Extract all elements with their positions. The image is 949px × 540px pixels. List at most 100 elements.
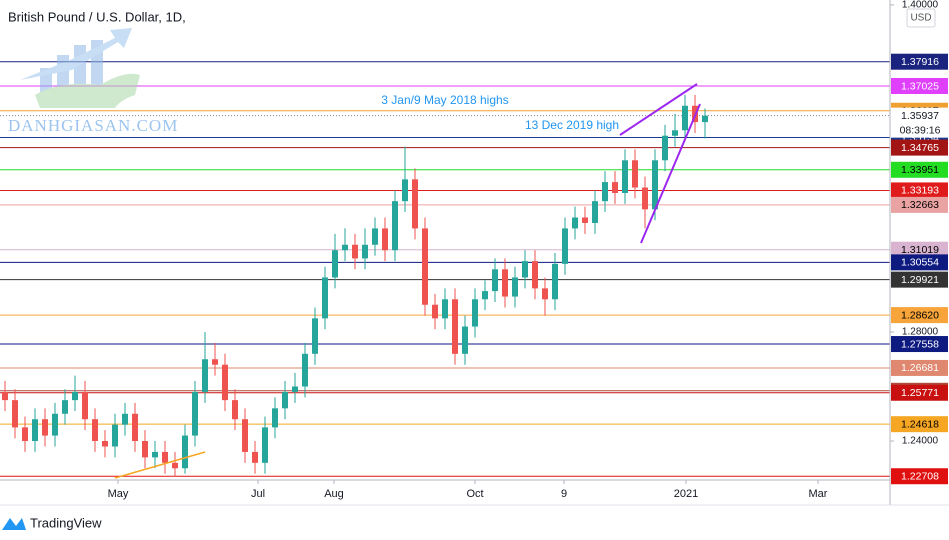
candle-body bbox=[632, 160, 638, 188]
candle-body bbox=[162, 451, 168, 463]
price-label-bg bbox=[891, 336, 948, 353]
price-label-bg bbox=[891, 196, 948, 213]
candle-body bbox=[12, 400, 18, 428]
candle-body bbox=[172, 462, 178, 469]
candle-body bbox=[322, 277, 328, 319]
price-label: 1.37025 bbox=[901, 80, 939, 92]
price-label: 1.29921 bbox=[901, 274, 939, 286]
current-price-bg bbox=[891, 107, 948, 138]
price-label: 1.32663 bbox=[901, 199, 939, 211]
candle-body bbox=[602, 182, 608, 202]
currency-label: USD bbox=[910, 13, 931, 24]
candle-body bbox=[112, 424, 118, 447]
price-label-bg bbox=[891, 182, 948, 199]
candle-body bbox=[242, 419, 248, 452]
candle-body bbox=[432, 304, 438, 319]
candle-body bbox=[612, 182, 618, 193]
candle-body bbox=[672, 130, 678, 136]
price-label-bg bbox=[891, 359, 948, 376]
candle-body bbox=[182, 435, 188, 469]
price-label: 1.22708 bbox=[901, 471, 939, 483]
candle-body bbox=[542, 288, 548, 300]
price-label-bg bbox=[891, 307, 948, 324]
price-label: 1.33193 bbox=[901, 185, 939, 197]
candle-body bbox=[442, 299, 448, 319]
candle-body bbox=[312, 318, 318, 354]
x-tick-label: 2021 bbox=[674, 488, 698, 500]
candle-body bbox=[2, 391, 8, 401]
price-label-bg bbox=[891, 77, 948, 94]
price-label: 1.34765 bbox=[901, 142, 939, 154]
candle-body bbox=[132, 413, 138, 442]
x-tick-label: Jul bbox=[251, 488, 265, 500]
candle-body bbox=[452, 299, 458, 354]
candle-body bbox=[152, 451, 158, 458]
candle-body bbox=[32, 419, 38, 442]
candle-body bbox=[282, 391, 288, 409]
candle-body bbox=[22, 427, 28, 442]
x-tick-label: Mar bbox=[809, 488, 828, 500]
currency-badge[interactable] bbox=[906, 8, 936, 28]
annotation: 13 Dec 2019 high bbox=[525, 118, 619, 132]
x-tick-label: May bbox=[108, 488, 129, 500]
candle-body bbox=[422, 228, 428, 305]
candle-body bbox=[192, 391, 198, 436]
candle-body bbox=[72, 391, 78, 401]
candle-body bbox=[332, 250, 338, 278]
wedge-upper bbox=[619, 83, 698, 136]
x-tick-label: Oct bbox=[466, 488, 483, 500]
levels bbox=[0, 61, 890, 477]
candle-body bbox=[42, 419, 48, 436]
candle-body bbox=[472, 299, 478, 327]
logo-arrow bbox=[20, 28, 132, 80]
y-tick-label: 1.40000 bbox=[902, 0, 939, 11]
x-tick-label: 9 bbox=[561, 488, 567, 500]
price-label-bg bbox=[891, 254, 948, 271]
candle-body bbox=[302, 353, 308, 387]
candle-body bbox=[572, 217, 578, 229]
chart-title: British Pound / U.S. Dollar, 1D, bbox=[8, 9, 186, 24]
candle-body bbox=[142, 441, 148, 458]
candle-body bbox=[52, 413, 58, 436]
candle-body bbox=[372, 228, 378, 245]
candle-body bbox=[502, 269, 508, 297]
wedge-lower bbox=[640, 103, 701, 244]
price-label-bg bbox=[891, 271, 948, 288]
price-label-bg bbox=[891, 53, 948, 70]
candle-body bbox=[592, 201, 598, 223]
y-tick-label: 1.28000 bbox=[902, 327, 939, 338]
candle-body bbox=[82, 391, 88, 420]
candle-body bbox=[92, 419, 98, 442]
watermark-logo bbox=[20, 28, 140, 108]
candle-body bbox=[292, 386, 298, 392]
price-label: 1.37916 bbox=[901, 56, 939, 68]
watermark-text: DANHGIASAN.COM bbox=[8, 116, 178, 135]
candle-body bbox=[402, 179, 408, 202]
y-tick-label: 1.24000 bbox=[902, 436, 939, 447]
price-label-bg bbox=[891, 161, 948, 178]
candle-body bbox=[642, 187, 648, 210]
candle-body bbox=[202, 359, 208, 392]
price-label-bg bbox=[891, 468, 948, 485]
candle-body bbox=[662, 135, 668, 161]
candle-body bbox=[342, 244, 348, 251]
candle-body bbox=[622, 160, 628, 193]
price-label-bg bbox=[891, 384, 948, 401]
price-label: 1.27558 bbox=[901, 338, 939, 350]
candle-body bbox=[222, 364, 228, 401]
candle-body bbox=[682, 105, 688, 131]
brand-icon bbox=[2, 518, 26, 530]
price-label: 1.26681 bbox=[901, 362, 939, 374]
candle-body bbox=[352, 244, 358, 259]
candle-body bbox=[392, 201, 398, 251]
countdown-label: 08:39:16 bbox=[900, 124, 941, 136]
brand-name[interactable]: TradingView bbox=[30, 515, 102, 530]
candle-body bbox=[512, 277, 518, 297]
candle-body bbox=[702, 115, 708, 123]
annotation: 3 Jan/9 May 2018 highs bbox=[381, 93, 508, 107]
candle-body bbox=[492, 269, 498, 292]
axes: 1.40000 1.28000 1.24000 May Jul Aug Oct 9 2021 Ma… bbox=[108, 0, 939, 500]
candle-body bbox=[252, 451, 258, 463]
